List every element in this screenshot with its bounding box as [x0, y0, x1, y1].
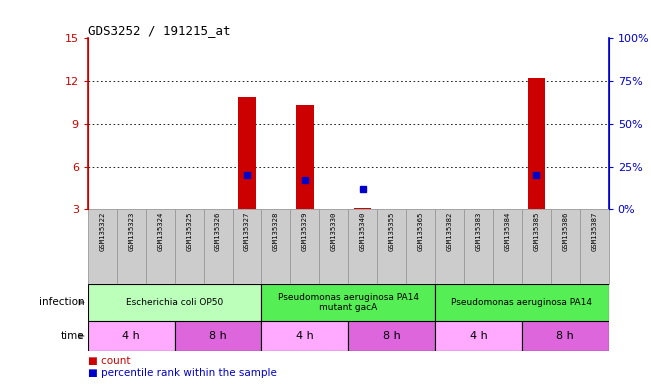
Text: Pseudomonas aeruginosa PA14
mutant gacA: Pseudomonas aeruginosa PA14 mutant gacA	[278, 293, 419, 312]
Bar	[238, 97, 256, 209]
Bar	[204, 209, 232, 284]
Bar	[348, 321, 435, 351]
Text: 8 h: 8 h	[383, 331, 400, 341]
Bar	[320, 209, 348, 284]
Text: GSM135322: GSM135322	[100, 212, 105, 251]
Text: ■ count: ■ count	[88, 356, 130, 366]
Text: 4 h: 4 h	[296, 331, 314, 341]
Bar	[262, 321, 348, 351]
Bar	[262, 209, 290, 284]
Bar	[262, 284, 435, 321]
Bar	[493, 209, 522, 284]
Text: 4 h: 4 h	[122, 331, 140, 341]
Bar	[290, 209, 320, 284]
Bar	[88, 209, 117, 284]
Text: GDS3252 / 191215_at: GDS3252 / 191215_at	[88, 24, 230, 37]
Bar	[580, 209, 609, 284]
Text: GSM135326: GSM135326	[215, 212, 221, 251]
Text: GSM135327: GSM135327	[244, 212, 250, 251]
Bar	[174, 209, 204, 284]
Bar	[528, 78, 545, 209]
Bar	[117, 209, 146, 284]
Text: Escherichia coli OP50: Escherichia coli OP50	[126, 298, 223, 307]
Text: 8 h: 8 h	[209, 331, 227, 341]
Bar	[522, 209, 551, 284]
Text: GSM135386: GSM135386	[562, 212, 568, 251]
Text: GSM135355: GSM135355	[389, 212, 395, 251]
Bar	[464, 209, 493, 284]
Bar	[354, 208, 372, 209]
Bar	[146, 209, 174, 284]
Bar	[232, 209, 262, 284]
Bar	[348, 209, 377, 284]
Text: GSM135382: GSM135382	[447, 212, 452, 251]
Bar	[377, 209, 406, 284]
Text: GSM135340: GSM135340	[360, 212, 366, 251]
Text: GSM135324: GSM135324	[158, 212, 163, 251]
Text: ■ percentile rank within the sample: ■ percentile rank within the sample	[88, 367, 277, 377]
Bar	[435, 284, 609, 321]
Text: GSM135323: GSM135323	[128, 212, 134, 251]
Text: infection: infection	[39, 297, 85, 308]
Text: GSM135365: GSM135365	[418, 212, 424, 251]
Text: GSM135383: GSM135383	[475, 212, 482, 251]
Text: Pseudomonas aeruginosa PA14: Pseudomonas aeruginosa PA14	[451, 298, 592, 307]
Bar	[551, 209, 580, 284]
Text: 8 h: 8 h	[557, 331, 574, 341]
Text: GSM135329: GSM135329	[302, 212, 308, 251]
Bar	[435, 321, 522, 351]
Bar	[522, 321, 609, 351]
Text: GSM135387: GSM135387	[591, 212, 597, 251]
Bar	[435, 209, 464, 284]
Text: time: time	[61, 331, 85, 341]
Text: GSM135328: GSM135328	[273, 212, 279, 251]
Text: GSM135330: GSM135330	[331, 212, 337, 251]
Text: GSM135385: GSM135385	[533, 212, 539, 251]
Text: GSM135384: GSM135384	[505, 212, 510, 251]
Bar	[296, 105, 314, 209]
Text: 4 h: 4 h	[469, 331, 488, 341]
Text: GSM135325: GSM135325	[186, 212, 192, 251]
Bar	[88, 284, 262, 321]
Bar	[88, 321, 174, 351]
Bar	[406, 209, 435, 284]
Bar	[174, 321, 262, 351]
